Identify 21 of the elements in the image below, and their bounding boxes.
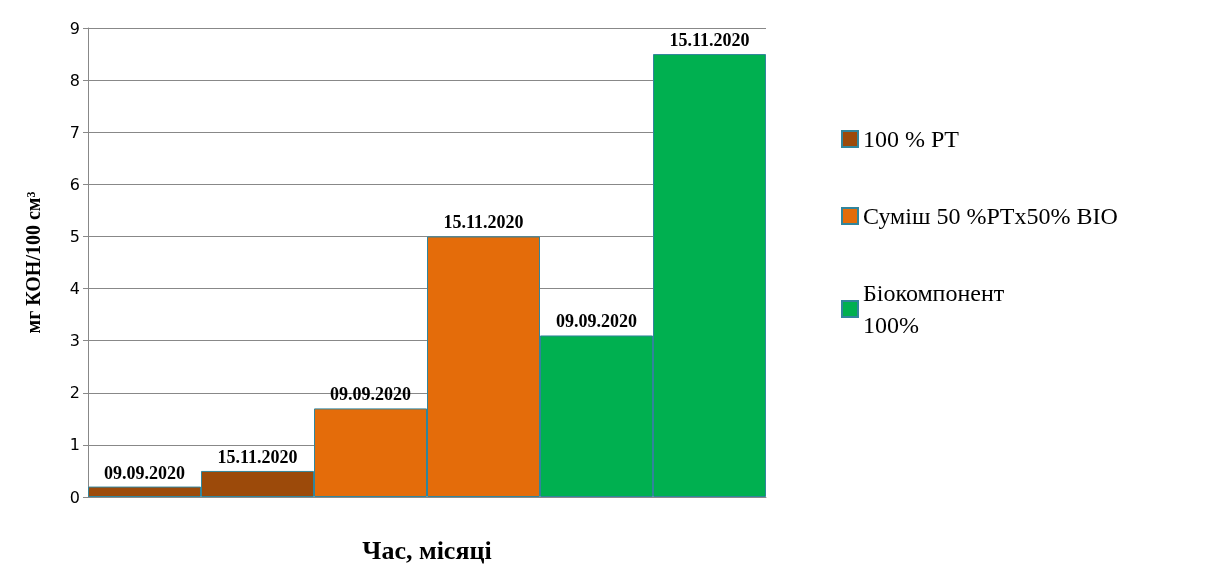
legend-label: 100 % PT — [863, 126, 960, 152]
y-tick-label: 8 — [69, 70, 80, 90]
y-tick-label: 6 — [69, 174, 80, 194]
data-label: 09.09.2020 — [104, 462, 185, 483]
legend-label: Суміш 50 %PTx50% BIO — [863, 203, 1118, 229]
data-label: 15.11.2020 — [443, 212, 524, 233]
y-tick-label: 4 — [69, 279, 80, 299]
y-tick-label: 2 — [69, 383, 80, 403]
data-label: 09.09.2020 — [330, 384, 411, 405]
y-tick-label: 7 — [69, 122, 80, 142]
data-label: 15.11.2020 — [217, 446, 298, 467]
y-tick-label: 1 — [69, 435, 80, 455]
y-tick-label: 9 — [69, 18, 80, 38]
data-label: 09.09.2020 — [556, 311, 637, 332]
y-axis-title: мг КОН/100 см³ — [22, 191, 44, 334]
legend-label: Біокомпонент 100% — [863, 280, 1011, 338]
y-tick-label: 0 — [69, 487, 80, 507]
data-label: 15.11.2020 — [669, 30, 750, 51]
x-axis-title: Час, місяці — [362, 535, 492, 565]
y-tick-label: 3 — [69, 331, 80, 351]
y-tick-label: 5 — [69, 226, 80, 246]
